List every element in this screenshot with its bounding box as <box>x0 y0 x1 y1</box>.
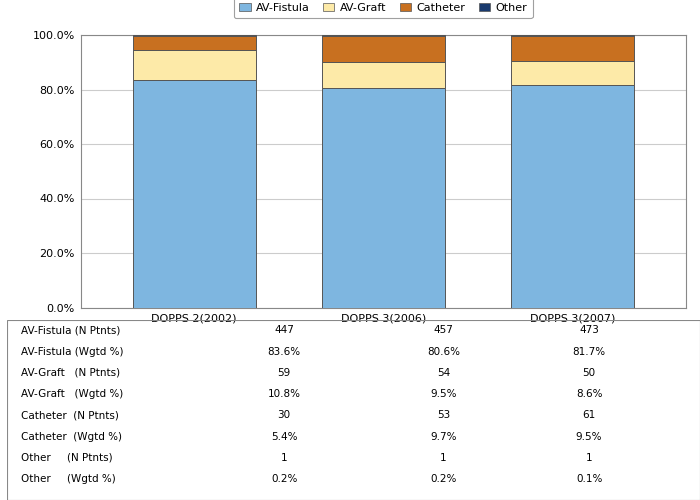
Text: 473: 473 <box>579 326 599 336</box>
Bar <box>511 62 634 85</box>
Text: 9.5%: 9.5% <box>576 432 603 442</box>
Text: 61: 61 <box>582 410 596 420</box>
Text: 0.1%: 0.1% <box>576 474 602 484</box>
Text: AV-Fistula (Wgtd %): AV-Fistula (Wgtd %) <box>21 346 123 356</box>
Text: 447: 447 <box>274 326 294 336</box>
Bar <box>511 36 634 62</box>
Text: 9.5%: 9.5% <box>430 389 457 399</box>
Text: 81.7%: 81.7% <box>573 346 605 356</box>
Text: 0.2%: 0.2% <box>271 474 298 484</box>
Text: Other     (Wgtd %): Other (Wgtd %) <box>21 474 116 484</box>
Legend: AV-Fistula, AV-Graft, Catheter, Other: AV-Fistula, AV-Graft, Catheter, Other <box>234 0 533 18</box>
Text: 54: 54 <box>437 368 450 378</box>
Bar <box>132 50 256 80</box>
Text: Other     (N Ptnts): Other (N Ptnts) <box>21 453 113 463</box>
Bar <box>132 36 256 51</box>
Text: 0.2%: 0.2% <box>430 474 457 484</box>
Text: 5.4%: 5.4% <box>271 432 298 442</box>
Text: Catheter  (Wgtd %): Catheter (Wgtd %) <box>21 432 122 442</box>
Text: 30: 30 <box>278 410 290 420</box>
Text: 59: 59 <box>278 368 290 378</box>
Text: AV-Graft   (Wgtd %): AV-Graft (Wgtd %) <box>21 389 123 399</box>
Bar <box>322 36 444 62</box>
Text: 1: 1 <box>281 453 288 463</box>
Bar <box>511 85 634 308</box>
Text: AV-Graft   (N Ptnts): AV-Graft (N Ptnts) <box>21 368 120 378</box>
Text: 457: 457 <box>434 326 454 336</box>
Bar <box>322 88 444 308</box>
Bar <box>322 62 444 88</box>
Text: 80.6%: 80.6% <box>427 346 460 356</box>
Bar <box>132 80 256 308</box>
Text: 1: 1 <box>440 453 447 463</box>
Text: AV-Fistula (N Ptnts): AV-Fistula (N Ptnts) <box>21 326 120 336</box>
Text: 50: 50 <box>582 368 596 378</box>
Text: 10.8%: 10.8% <box>267 389 301 399</box>
Text: 83.6%: 83.6% <box>267 346 301 356</box>
Text: 9.7%: 9.7% <box>430 432 457 442</box>
Text: 1: 1 <box>586 453 592 463</box>
Text: 8.6%: 8.6% <box>576 389 603 399</box>
Text: Catheter  (N Ptnts): Catheter (N Ptnts) <box>21 410 119 420</box>
Text: 53: 53 <box>437 410 450 420</box>
